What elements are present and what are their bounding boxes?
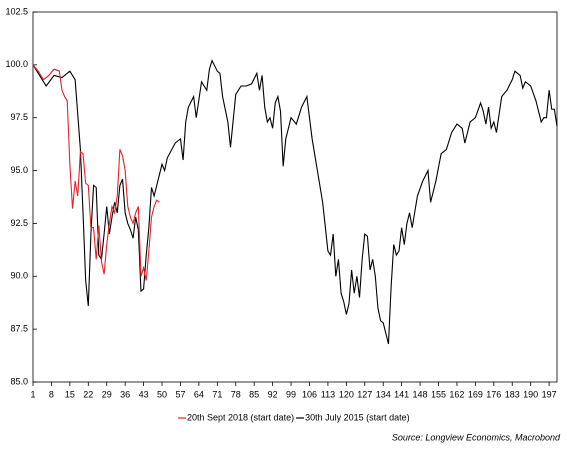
y-tick-label: 102.5: [5, 6, 28, 16]
x-tick-label: 113: [321, 389, 335, 399]
legend-label: 30th July 2015 (start date): [305, 412, 410, 422]
y-tick-label: 90.0: [10, 271, 28, 281]
x-tick-label: 127: [357, 389, 372, 399]
x-tick-label: 43: [139, 389, 149, 399]
series-line: [32, 59, 558, 345]
x-tick-label: 50: [157, 389, 167, 399]
y-tick-label: 100.0: [5, 59, 28, 69]
x-tick-label: 1: [30, 389, 35, 399]
x-tick-label: 148: [413, 389, 428, 399]
x-tick-label: 197: [542, 389, 557, 399]
x-tick-label: 29: [102, 389, 112, 399]
x-tick-label: 162: [449, 389, 464, 399]
series-line: [32, 64, 160, 281]
source: Source: Longview Economics, Macrobond: [392, 432, 561, 442]
x-tick-label: 134: [376, 389, 391, 399]
x-tick-label: 99: [286, 389, 296, 399]
x-tick-label: 71: [212, 389, 222, 399]
x-tick-label: 169: [468, 389, 483, 399]
legend-label: 20th Sept 2018 (start date): [187, 412, 294, 422]
x-tick-label: 155: [431, 389, 446, 399]
x-tick-label: 183: [505, 389, 520, 399]
y-tick-label: 87.5: [10, 324, 28, 334]
x-tick-label: 92: [268, 389, 278, 399]
x-tick-label: 176: [486, 389, 501, 399]
x-tick-label: 15: [65, 389, 75, 399]
x-tick-label: 85: [249, 389, 259, 399]
x-tick-label: 190: [523, 389, 538, 399]
x-tick-label: 57: [175, 389, 185, 399]
plot-frame: [32, 11, 558, 383]
x-tick-label: 141: [394, 389, 409, 399]
x-tick-label: 64: [194, 389, 204, 399]
x-tick-label: 22: [83, 389, 93, 399]
y-tick-label: 92.5: [10, 218, 28, 228]
y-tick-label: 95.0: [10, 165, 28, 175]
x-tick-label: 8: [49, 389, 54, 399]
y-tick-label: 97.5: [10, 112, 28, 122]
y-tick-label: 85.0: [10, 376, 28, 386]
x-tick-label: 78: [231, 389, 241, 399]
x-tick-label: 36: [120, 389, 130, 399]
x-tick-label: 120: [339, 389, 354, 399]
x-tick-label: 106: [302, 389, 317, 399]
